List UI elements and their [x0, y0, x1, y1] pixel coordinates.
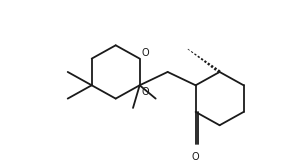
Text: O: O: [192, 152, 200, 162]
Text: O: O: [141, 48, 149, 58]
Text: O: O: [141, 87, 149, 97]
